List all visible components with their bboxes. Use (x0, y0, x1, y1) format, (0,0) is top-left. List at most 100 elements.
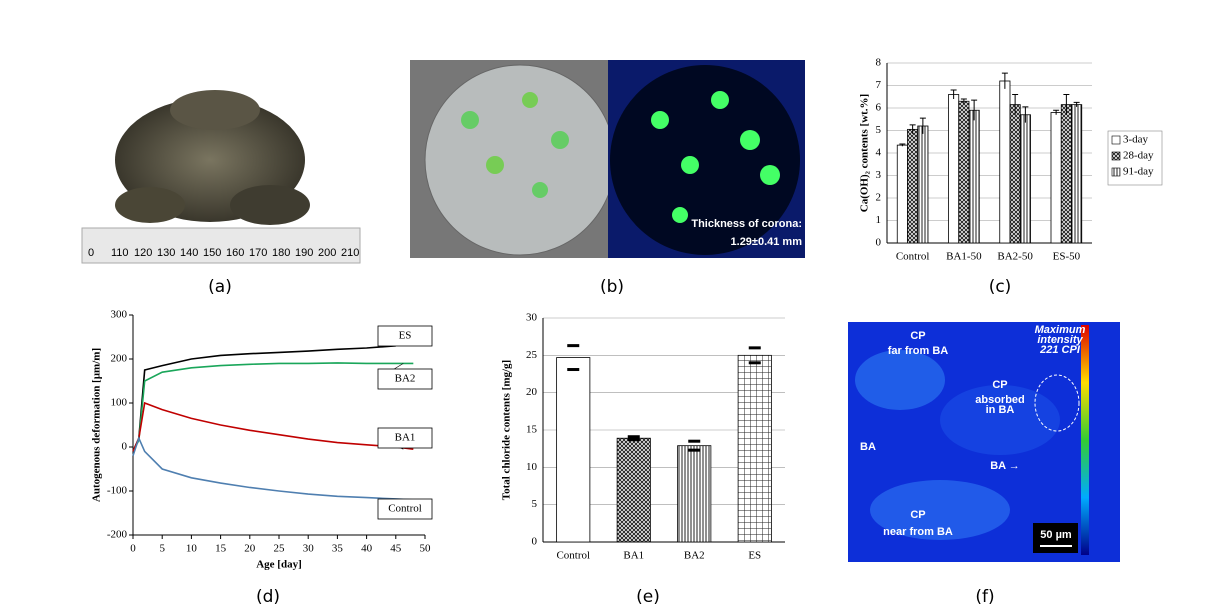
callout-box (377, 368, 433, 390)
x-tick-label: 40 (361, 543, 373, 555)
legend-label: 91-day (1123, 166, 1154, 178)
x-tick-label: 0 (130, 543, 136, 555)
bar (907, 128, 919, 244)
legend-label: ES (399, 330, 412, 342)
x-tick-label: 25 (274, 543, 286, 555)
x-tick-label: 5 (159, 543, 165, 555)
line-series (132, 362, 414, 452)
panel-label: (e) (636, 587, 660, 607)
legend-label: BA1 (395, 432, 416, 444)
map-label: BA → (990, 460, 1020, 472)
bar (1060, 104, 1072, 244)
y-tick-label: 0 (122, 441, 128, 453)
ruler-label: 180 (272, 247, 290, 259)
y-tick-label: -200 (107, 529, 128, 541)
map-label: absorbed (975, 394, 1025, 406)
legend-label: BA2 (395, 373, 416, 385)
legend-swatch (1111, 135, 1121, 145)
x-tick-label: BA1-50 (946, 251, 982, 263)
x-tick-label: 20 (244, 543, 256, 555)
y-tick-label: 1 (876, 214, 882, 226)
bar (677, 445, 712, 543)
ruler-label: 0 (88, 247, 94, 259)
photo-caption: Thickness of corona: (691, 218, 802, 230)
panel-label: (a) (208, 277, 232, 297)
bar (968, 109, 980, 244)
callout-box (377, 498, 433, 520)
map-label: CP (910, 509, 925, 521)
x-tick-label: 50 (420, 543, 432, 555)
y-tick-label: 8 (876, 57, 882, 69)
bar (958, 100, 970, 244)
ruler-label: 140 (180, 247, 198, 259)
bar (896, 144, 908, 244)
callout-box (377, 325, 433, 347)
x-tick-label: ES (748, 550, 761, 562)
bar (1050, 112, 1062, 244)
y-tick-label: 4 (876, 147, 882, 159)
x-tick-label: 35 (332, 543, 344, 555)
x-axis-title: Age [day] (256, 559, 302, 571)
legend-swatch (1111, 167, 1121, 177)
map-label: CP (992, 379, 1007, 391)
y-tick-label: 25 (526, 349, 538, 361)
x-tick-label: BA2-50 (997, 251, 1033, 263)
bar (917, 125, 929, 244)
panel-label: (d) (256, 587, 280, 607)
map-label: CP (910, 330, 925, 342)
y-tick-label: 5 (876, 124, 882, 136)
y-tick-label: 200 (111, 353, 128, 365)
y-tick-label: 20 (526, 386, 538, 398)
legend-label: Control (388, 503, 422, 515)
bar (1009, 104, 1021, 244)
y-axis-title: Ca(OH)₂ contents [wt.%] (859, 94, 871, 212)
y-tick-label: 3 (876, 169, 882, 181)
map-label: far from BA (888, 345, 949, 357)
scale-bar-label: 50 µm (1040, 529, 1072, 541)
y-tick-label: 10 (526, 461, 538, 473)
y-tick-label: 6 (876, 102, 882, 114)
y-tick-label: 7 (876, 79, 882, 91)
bar (948, 94, 960, 244)
map-label: 221 CPI (1039, 344, 1081, 356)
y-tick-label: 15 (526, 424, 538, 436)
ruler-label: 120 (134, 247, 152, 259)
y-tick-label: 30 (526, 312, 538, 324)
ruler-label: 160 (226, 247, 244, 259)
y-axis-title: Autogenous deformation [µm/m] (91, 348, 103, 502)
ruler-label: 210 (341, 247, 359, 259)
legend-swatch (1111, 151, 1121, 161)
photo-dishes (410, 60, 805, 258)
map-label: Maximum (1035, 324, 1086, 336)
y-tick-label: -100 (107, 485, 128, 497)
bar (1071, 104, 1083, 244)
x-tick-label: 10 (186, 543, 198, 555)
map-label: intensity (1037, 334, 1083, 346)
x-tick-label: Control (556, 550, 590, 562)
ruler-label: 150 (203, 247, 221, 259)
y-tick-label: 0 (876, 237, 882, 249)
bar (616, 437, 651, 543)
bar (999, 80, 1011, 244)
x-tick-label: BA2 (684, 550, 705, 562)
legend-label: 3-day (1123, 134, 1149, 146)
map-label: BA (860, 441, 876, 453)
bar (556, 357, 591, 543)
ruler-label: 110 (111, 247, 129, 259)
panel-label: (c) (989, 277, 1012, 297)
ruler-label: 130 (157, 247, 175, 259)
photo-caption: 1.29±0.41 mm (731, 236, 803, 248)
bar (1019, 114, 1031, 244)
y-tick-label: 5 (532, 498, 538, 510)
ruler-label: 200 (318, 247, 336, 259)
x-tick-label: 15 (215, 543, 227, 555)
y-tick-label: 0 (532, 536, 538, 548)
map-label: in BA (986, 404, 1015, 416)
y-tick-label: 100 (111, 397, 128, 409)
bar (737, 354, 772, 543)
y-axis-title: Total chloride contents [mg/g] (501, 360, 513, 500)
photo-map (848, 322, 1120, 562)
x-tick-label: 45 (390, 543, 402, 555)
x-tick-label: Control (896, 251, 930, 263)
